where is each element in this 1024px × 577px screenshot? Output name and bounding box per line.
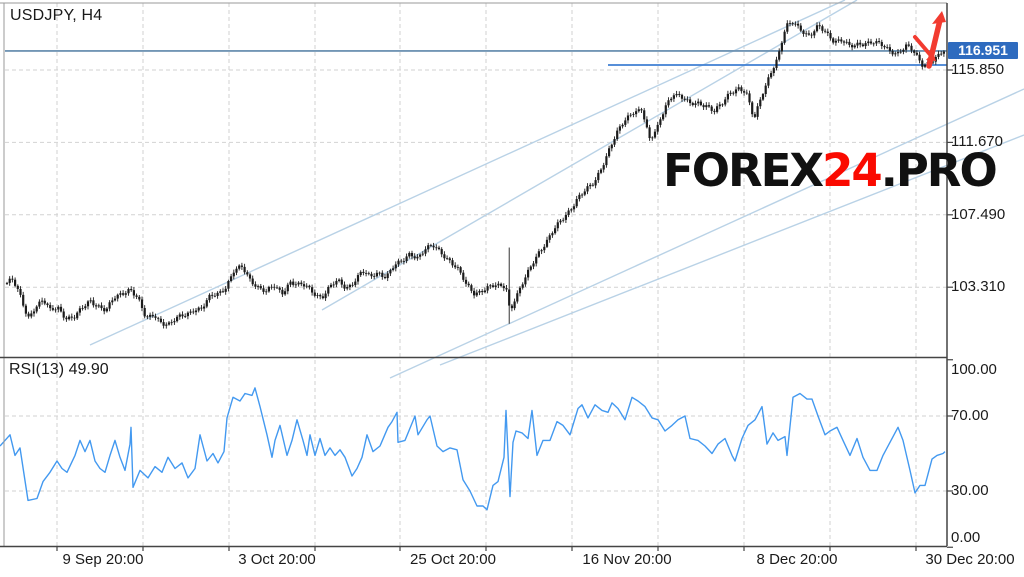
- candlestick-series: [5, 20, 945, 329]
- price-level-lines: [5, 50, 947, 66]
- forecast-arrows: [913, 11, 946, 69]
- time-axis-label: 9 Sep 20:00: [62, 551, 144, 568]
- price-axis-label: 115.850: [951, 61, 1005, 78]
- time-axis-label: 16 Nov 20:00: [582, 551, 672, 568]
- price-axis-label: 107.490: [951, 205, 1006, 223]
- rsi-indicator-label: RSI(13) 49.90: [9, 361, 109, 378]
- watermark-part-24: 24: [822, 144, 883, 197]
- time-axis-label: 25 Oct 20:00: [410, 551, 496, 568]
- symbol-timeframe-title: USDJPY, H4: [10, 7, 103, 24]
- up-arrow: [926, 17, 943, 69]
- forex24pro-watermark: FOREX24.PRO: [663, 148, 998, 193]
- rsi-line: [0, 387, 946, 511]
- rsi-axis-label: 100.00: [951, 361, 997, 378]
- time-axis-label: 30 Dec 20:00: [925, 551, 1015, 568]
- watermark-part-forex: FOREX: [663, 144, 824, 197]
- time-axis-label: 8 Dec 20:00: [756, 551, 838, 568]
- grid-lines: [5, 3, 947, 546]
- rsi-axis-label: 30.00: [951, 482, 989, 499]
- current-price-badge: 116.951: [948, 42, 1018, 59]
- rsi-axis-label: 0.00: [951, 529, 981, 546]
- price-axis-label: 103.310: [951, 278, 1006, 296]
- panel-frame: [0, 2, 948, 548]
- time-axis-label: 3 Oct 20:00: [238, 551, 316, 568]
- axis-ticks: [56, 69, 953, 551]
- price-axis-label: 111.670: [951, 133, 1003, 151]
- rsi-axis-label: 70.00: [951, 407, 989, 424]
- watermark-part-pro: .PRO: [880, 144, 998, 197]
